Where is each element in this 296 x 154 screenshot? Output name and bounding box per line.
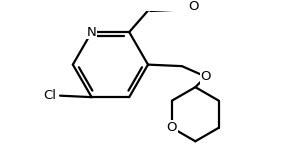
Text: Cl: Cl <box>43 89 56 102</box>
Text: O: O <box>167 121 177 134</box>
Text: O: O <box>188 0 198 13</box>
Text: N: N <box>87 26 96 38</box>
Text: O: O <box>201 70 211 83</box>
